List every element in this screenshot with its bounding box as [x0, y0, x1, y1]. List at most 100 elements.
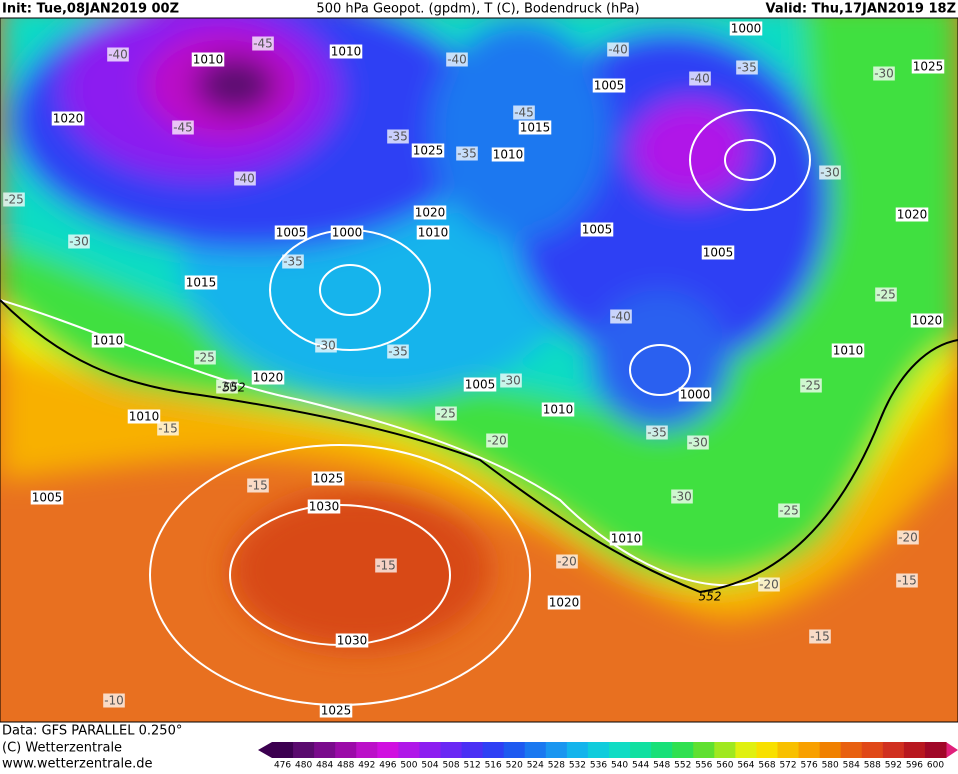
colorbar-tick-label: 512 [464, 761, 481, 771]
colorbar-swatch [714, 742, 736, 758]
temperature-label-box [157, 421, 179, 436]
temperature-label: -25 [779, 504, 799, 518]
temperature-label: -30 [501, 374, 521, 388]
temperature-label: -25 [436, 407, 456, 421]
temperature-label-box [194, 350, 216, 365]
isobar-label-box [191, 52, 225, 67]
isobar-label: 1015 [520, 121, 551, 135]
contour-label: 552 [699, 590, 722, 604]
temperature-label-box [778, 503, 800, 518]
colorbar-tick-label: 532 [569, 761, 586, 771]
temperature-label: -20 [759, 578, 779, 592]
temperature-label: -25 [4, 193, 24, 207]
temperature-label: -40 [447, 53, 467, 67]
map-field [0, 18, 958, 722]
temperature-label-box [758, 577, 780, 592]
isobar-label: 1030 [309, 500, 340, 514]
temperature-label-box [800, 378, 822, 393]
isobar-label-box [184, 275, 218, 290]
isobar-label-box [547, 595, 581, 610]
isobar-label-box [30, 490, 64, 505]
temperature-label: -30 [672, 490, 692, 504]
colorbar-swatch [314, 742, 336, 758]
colorbar-tick-label: 548 [653, 761, 670, 771]
isobar-label-box [251, 370, 285, 385]
temperature-label: -15 [897, 574, 917, 588]
colorbar-swatch [440, 742, 463, 758]
temperature-label-box [671, 489, 693, 504]
colorbar-swatch [861, 742, 884, 758]
colorbar-swatch [882, 742, 905, 758]
colorbar-swatch [356, 742, 378, 758]
temperature-label-box [875, 287, 897, 302]
isobar-label: 1010 [543, 403, 574, 417]
isobar-label: 1010 [129, 410, 160, 424]
colorbar-tick-label: 576 [801, 761, 818, 771]
temperature-label-box [610, 309, 632, 324]
isobar-label-box [51, 111, 85, 126]
colorbar-tick-label: 584 [843, 761, 860, 771]
isobar-label-box [274, 225, 308, 240]
colorbar-swatch [651, 742, 673, 758]
temperature-label: -35 [737, 61, 757, 75]
isobar-label-box [411, 143, 445, 158]
temperature-label-box [607, 42, 629, 57]
colorbar-swatch [630, 742, 652, 758]
isobar-label: 1010 [418, 226, 449, 240]
isobar-label-box [592, 78, 626, 93]
temperature-label: -35 [457, 147, 477, 161]
map-frame [0, 17, 958, 723]
temperature-label: -15 [376, 559, 396, 573]
isobar-label-box [831, 343, 865, 358]
isobar-label-box [491, 147, 525, 162]
colorbar-tick-label: 480 [295, 761, 312, 771]
temperature-label: -30 [69, 235, 89, 249]
colorbar-swatch [672, 742, 694, 758]
isobar-label: 1005 [703, 246, 734, 260]
data-source: Data: GFS PARALLEL 0.250° [2, 724, 182, 739]
isobar-label: 1005 [276, 226, 307, 240]
isobar-label: 1005 [582, 223, 613, 237]
colorbar-swatch [398, 742, 420, 758]
colorbar-tick-label: 580 [822, 761, 839, 771]
colorbar-tick-label: 600 [927, 761, 944, 771]
isobar-label-box [609, 531, 643, 546]
colorbar-swatch [293, 742, 315, 758]
colorbar-tick-label: 592 [885, 761, 902, 771]
temperature-label: -45 [514, 106, 534, 120]
colorbar-tick-label: 496 [379, 761, 396, 771]
isobar-label: 1020 [897, 208, 928, 222]
isobar-label-box [541, 402, 575, 417]
isobar-label: 1025 [313, 472, 344, 486]
isobar-label-box [463, 377, 497, 392]
colorbar-tick-label: 596 [906, 761, 923, 771]
colorbar-swatch [735, 742, 757, 758]
isobar-label: 1020 [253, 371, 284, 385]
colorbar-tick-label: 572 [779, 761, 796, 771]
temperature-label-box [315, 338, 337, 353]
colorbar-tick-label: 476 [274, 761, 291, 771]
temperature-label-box [446, 52, 468, 67]
temperature-label-box [107, 47, 129, 62]
colorbar-swatch [461, 742, 484, 758]
temperature-label: -35 [283, 255, 303, 269]
colorbar-tick-label: 484 [316, 761, 333, 771]
temperature-label-box [809, 629, 831, 644]
colorbar-right-arrow [946, 742, 958, 758]
isobar-label: 1020 [912, 314, 943, 328]
colorbar-swatch [609, 742, 631, 758]
colorbar-tick-label: 528 [548, 761, 565, 771]
temperature-label-box [689, 71, 711, 86]
temperature-label: -10 [104, 694, 124, 708]
temperature-label-box [387, 129, 409, 144]
isobar-label: 1030 [337, 634, 368, 648]
isobar-label-box [518, 120, 552, 135]
isobar-label: 1000 [680, 388, 711, 402]
colorbar-tick-label: 556 [695, 761, 712, 771]
isobar-label: 1015 [186, 276, 217, 290]
temperature-label: -20 [898, 531, 918, 545]
temperature-label: -40 [611, 310, 631, 324]
temperature-label: -15 [158, 422, 178, 436]
temperature-label-box [736, 60, 758, 75]
colorbar-swatch [587, 742, 610, 758]
